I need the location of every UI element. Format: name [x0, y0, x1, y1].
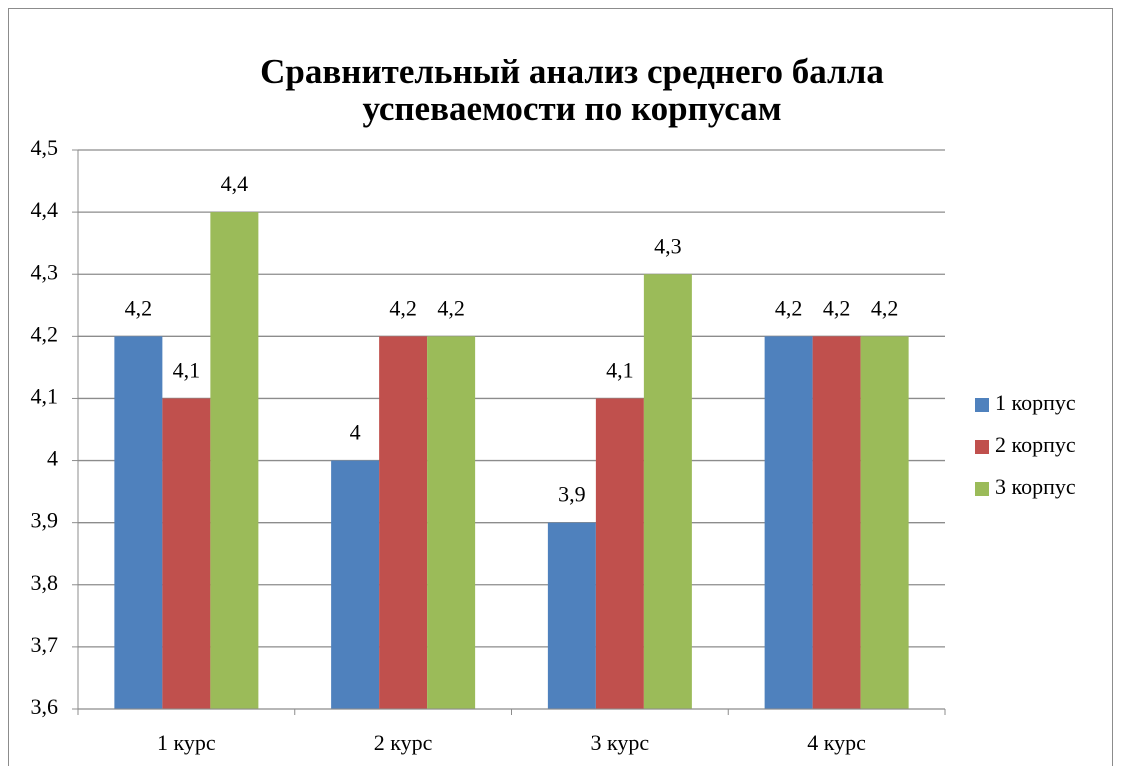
x-tick-label: 3 курс — [591, 730, 650, 755]
x-tick-label: 1 курс — [157, 730, 216, 755]
data-label: 4,3 — [654, 233, 682, 258]
data-label: 4,2 — [389, 295, 417, 320]
data-label: 4,2 — [437, 295, 465, 320]
y-tick-label: 3,8 — [31, 570, 59, 595]
y-tick-label: 4,2 — [31, 321, 59, 346]
bar — [427, 336, 476, 709]
chart-title: успеваемости по корпусам — [362, 89, 781, 128]
data-label: 4,2 — [823, 295, 851, 320]
bar — [114, 336, 163, 709]
data-label: 4,2 — [125, 295, 153, 320]
bar — [595, 398, 644, 709]
chart-frame — [8, 8, 1113, 766]
y-tick-label: 4 — [47, 446, 58, 471]
data-label: 4,2 — [775, 295, 803, 320]
bar — [860, 336, 909, 709]
data-label: 4,1 — [606, 357, 634, 382]
y-tick-label: 3,7 — [31, 632, 59, 657]
x-tick-label: 4 курс — [807, 730, 866, 755]
legend-swatch — [975, 440, 989, 454]
bar — [162, 398, 211, 709]
y-tick-label: 4,5 — [31, 135, 59, 160]
bar — [812, 336, 861, 709]
bar — [331, 460, 380, 709]
bar — [547, 522, 596, 709]
y-tick-label: 4,3 — [31, 259, 59, 284]
x-tick-label: 2 курс — [374, 730, 433, 755]
legend-swatch — [975, 482, 989, 496]
data-label: 4,1 — [173, 357, 201, 382]
legend-label: 2 корпус — [995, 432, 1076, 457]
bar — [379, 336, 428, 709]
y-tick-label: 4,1 — [31, 383, 59, 408]
chart-title: Сравнительный анализ среднего балла — [260, 52, 884, 91]
y-tick-label: 3,9 — [31, 508, 59, 533]
legend-label: 1 корпус — [995, 390, 1076, 415]
data-label: 4 — [350, 420, 361, 445]
data-label: 4,4 — [221, 171, 249, 196]
bar — [210, 212, 259, 709]
data-label: 4,2 — [871, 295, 899, 320]
legend-label: 3 корпус — [995, 474, 1076, 499]
bar — [643, 274, 692, 709]
data-label: 3,9 — [558, 482, 586, 507]
y-tick-label: 3,6 — [31, 694, 59, 719]
y-tick-label: 4,4 — [31, 197, 59, 222]
bar — [764, 336, 813, 709]
legend-swatch — [975, 398, 989, 412]
